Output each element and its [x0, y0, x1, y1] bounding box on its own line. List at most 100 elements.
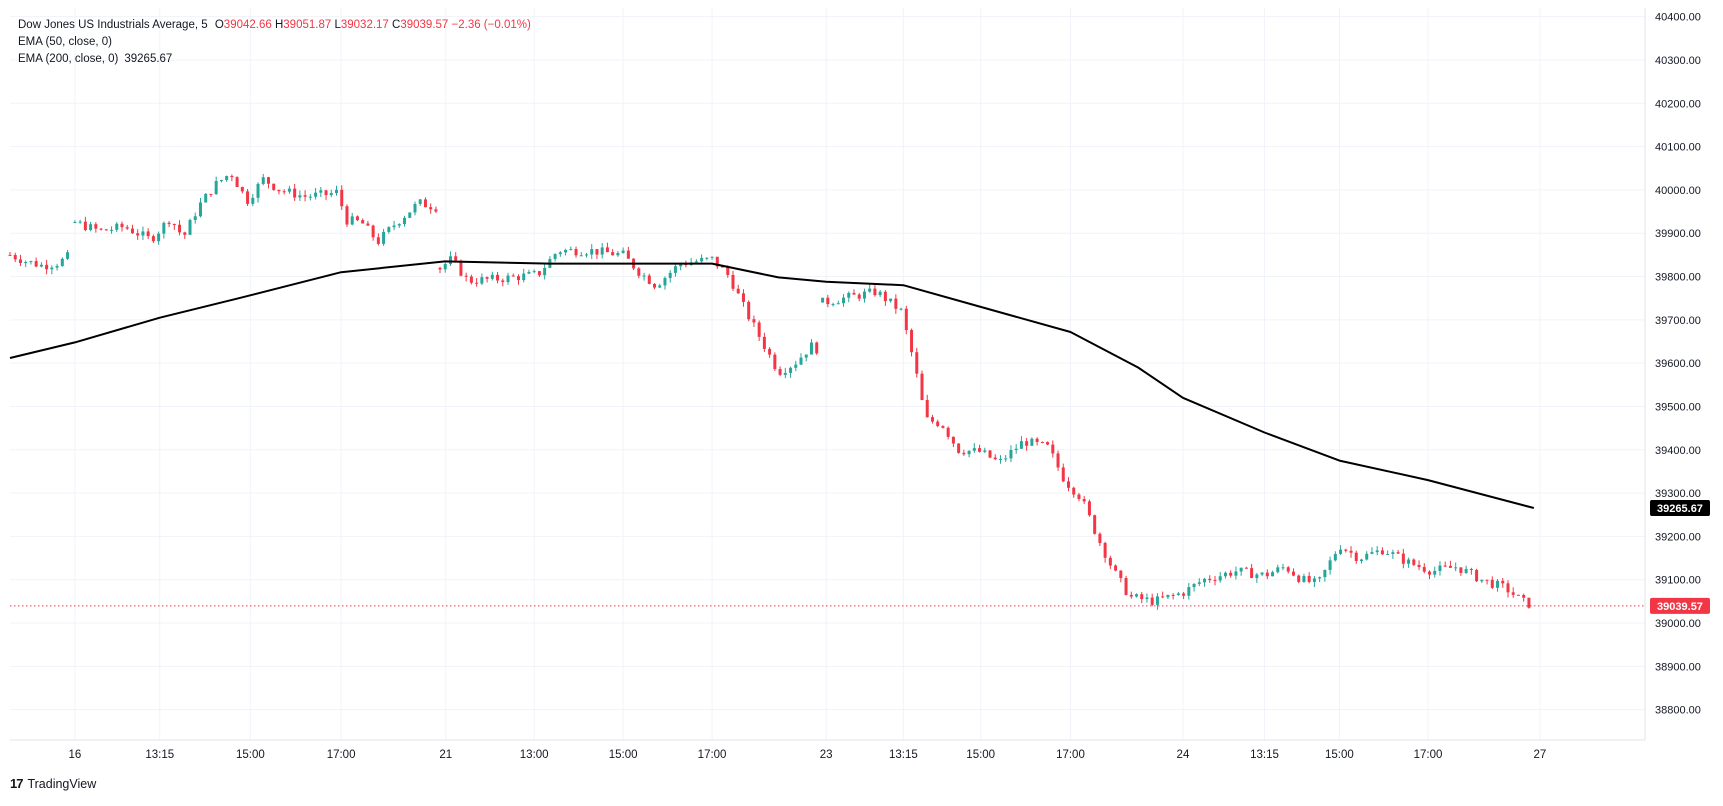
candle-body	[1019, 441, 1023, 449]
candle-body	[204, 193, 208, 203]
candle-body	[1490, 579, 1494, 588]
down-candle	[1522, 593, 1526, 602]
down-candle	[230, 174, 234, 182]
candle-body	[857, 294, 861, 299]
up-candle	[983, 447, 987, 454]
candle-body	[1297, 575, 1301, 582]
candle-body	[136, 233, 140, 236]
candle-body	[172, 224, 176, 226]
up-candle	[78, 219, 82, 224]
up-candle	[579, 252, 583, 257]
candle-body	[355, 216, 359, 221]
candle-body	[1077, 494, 1081, 499]
candle-body	[910, 330, 914, 353]
candle-body	[878, 291, 882, 296]
candle-body	[1302, 575, 1306, 582]
candle-body	[256, 183, 260, 198]
down-candle	[1527, 597, 1531, 609]
down-candle	[1082, 496, 1086, 505]
candle-body	[783, 372, 787, 375]
up-candle	[1454, 562, 1458, 572]
candle-body	[282, 191, 286, 193]
down-candle	[1250, 563, 1254, 579]
candle-body	[1197, 582, 1201, 584]
candle-body	[29, 261, 33, 263]
candle-body	[78, 221, 82, 223]
candle-body	[1522, 594, 1526, 598]
up-candle	[1370, 547, 1374, 555]
candle-body	[340, 189, 344, 207]
candle-body	[1433, 570, 1437, 575]
up-candle	[110, 226, 114, 234]
up-candle	[658, 283, 662, 289]
candle-body	[1412, 559, 1416, 565]
up-candle	[1155, 593, 1159, 610]
candle-body	[862, 291, 866, 299]
down-candle	[272, 183, 276, 191]
down-candle	[1140, 592, 1144, 604]
down-candle	[1077, 492, 1081, 502]
candle-body	[376, 237, 380, 244]
up-candle	[157, 231, 161, 245]
down-candle	[324, 189, 328, 201]
candle-body	[506, 275, 510, 283]
candle-body	[569, 249, 573, 251]
candle-body	[1192, 583, 1196, 588]
candle-body	[1286, 567, 1290, 572]
up-candle	[1480, 579, 1484, 583]
up-candle	[403, 215, 407, 227]
candle-body	[209, 193, 213, 195]
up-candle	[1496, 578, 1500, 592]
up-candle	[794, 360, 798, 372]
candle-body	[894, 298, 898, 309]
candle-body	[361, 220, 365, 224]
ohlc-values: O39042.66 H39051.87 L39032.17 C39039.57 …	[215, 19, 531, 31]
candle-body	[1475, 569, 1479, 582]
up-candle	[1464, 565, 1468, 574]
candle-body	[642, 275, 646, 277]
candle-body	[799, 357, 803, 365]
candle-body	[564, 249, 568, 253]
down-candle	[747, 300, 751, 322]
down-candle	[736, 284, 740, 294]
down-candle	[1087, 499, 1091, 517]
candle-body	[736, 288, 740, 294]
tradingview-brand[interactable]: 17 TradingView	[10, 776, 96, 791]
down-candle	[183, 231, 187, 239]
down-candle	[988, 450, 992, 459]
down-candle	[1412, 558, 1416, 567]
candle-body	[705, 257, 709, 259]
down-candle	[1229, 570, 1233, 578]
down-candle	[125, 224, 129, 230]
up-candle	[831, 302, 835, 307]
candle-body	[1051, 444, 1055, 454]
candle-body	[1025, 441, 1029, 446]
candle-body	[1176, 593, 1180, 595]
candle-body	[904, 308, 908, 331]
up-candle	[1323, 569, 1327, 582]
candle-body	[50, 267, 54, 270]
candle-body	[240, 187, 244, 192]
up-candle	[219, 179, 223, 183]
up-candle	[585, 252, 589, 258]
up-candle	[1365, 551, 1369, 561]
down-candle	[762, 332, 766, 352]
candle-body	[188, 219, 192, 235]
candle-body	[1213, 580, 1217, 582]
candle-body	[214, 181, 218, 195]
candle-body	[151, 236, 155, 242]
candle-body	[988, 450, 992, 458]
up-candle	[39, 262, 43, 268]
candle-body	[852, 292, 856, 295]
candle-body	[459, 260, 463, 276]
up-candle	[1318, 576, 1322, 583]
candle-body	[663, 277, 667, 286]
candle-body	[543, 267, 547, 276]
high-value: 39051.87	[283, 19, 332, 31]
candle-body	[930, 417, 934, 422]
down-candle	[1072, 486, 1076, 498]
down-candle	[1459, 567, 1463, 576]
candle-body	[298, 195, 302, 198]
